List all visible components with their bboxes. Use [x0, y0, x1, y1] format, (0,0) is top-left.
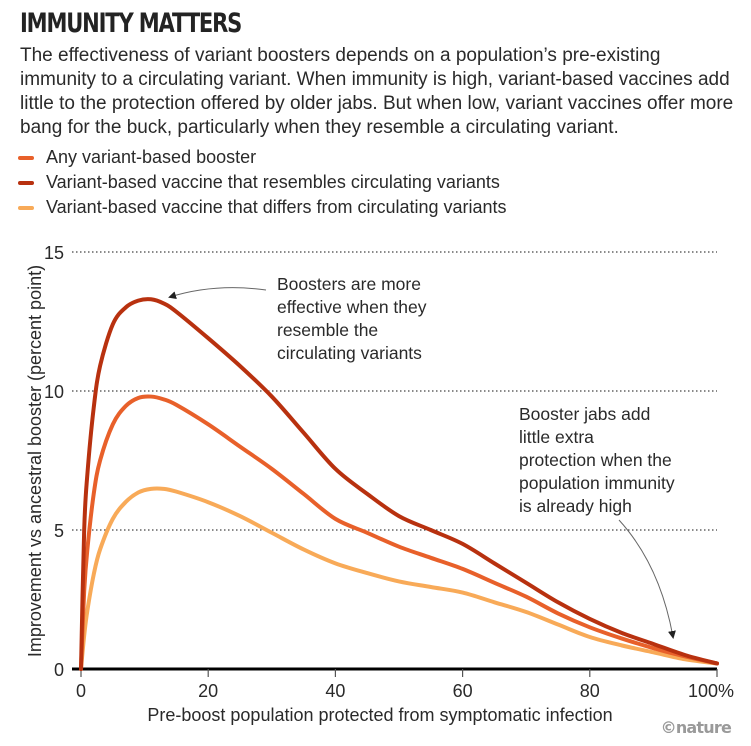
annotation-2-line: Booster jabs add — [519, 404, 650, 424]
legend-item-any: Any variant-based booster — [18, 145, 507, 170]
x-tick-label-20: 20 — [198, 681, 218, 701]
annotations: Boosters are more effective when they rese… — [168, 274, 676, 639]
legend-label-differs: Variant-based vaccine that differs from … — [46, 197, 507, 217]
annotation-1-arrow — [168, 287, 267, 300]
legend-label-any: Any variant-based booster — [46, 147, 257, 167]
annotation-1-line: circulating variants — [277, 343, 422, 363]
y-tick-label-10: 10 — [44, 382, 64, 402]
legend: Any variant-based booster Variant-based … — [18, 145, 507, 220]
annotation-2-line: population immunity — [519, 473, 675, 493]
series-line-differs — [79, 486, 719, 671]
gridlines — [72, 251, 717, 531]
x-tick-label-40: 40 — [325, 681, 345, 701]
x-tick-label-100: 100% — [688, 681, 734, 701]
chart-title: IMMUNITY MATTERS — [20, 8, 242, 39]
x-tick-label-0: 0 — [76, 681, 86, 701]
series-lines — [79, 297, 719, 671]
y-axis-ticks: 0 5 10 15 — [44, 243, 64, 680]
annotation-2-text: Booster jabs add little extra protection w… — [519, 404, 675, 516]
x-tick-label-80: 80 — [580, 681, 600, 701]
annotation-1-line: resemble the — [277, 320, 378, 340]
chart-subtitle: The effectiveness of variant boosters de… — [20, 45, 734, 138]
x-axis-label: Pre-boost population protected from symp… — [147, 705, 612, 725]
series-line-any — [79, 394, 719, 671]
y-axis-label: Improvement vs ancestral booster (percen… — [25, 265, 45, 657]
annotation-2-line: is already high — [519, 496, 632, 516]
annotation-2-line: little extra — [519, 427, 594, 447]
nature-credit: ©nature — [660, 718, 732, 737]
annotation-2-line: protection when the — [519, 450, 672, 470]
annotation-1-text: Boosters are more effective when they rese… — [277, 274, 427, 363]
legend-item-resembles: Variant-based vaccine that resembles cir… — [18, 170, 507, 195]
annotation-2-arrow — [618, 519, 676, 639]
legend-item-differs: Variant-based vaccine that differs from … — [18, 195, 507, 220]
y-tick-label-5: 5 — [54, 521, 64, 541]
x-tick-label-60: 60 — [453, 681, 473, 701]
legend-swatch-differs — [18, 205, 34, 210]
annotation-1-line: Boosters are more — [277, 274, 421, 294]
legend-swatch-any — [18, 155, 34, 160]
y-tick-label-15: 15 — [44, 243, 64, 263]
annotation-1-line: effective when they — [277, 297, 427, 317]
legend-swatch-resembles — [18, 180, 34, 185]
x-axis: 0 20 40 60 80 100% — [72, 667, 734, 701]
legend-label-resembles: Variant-based vaccine that resembles cir… — [46, 172, 500, 192]
series-line-resembles — [79, 297, 719, 671]
y-tick-label-0: 0 — [54, 660, 64, 680]
